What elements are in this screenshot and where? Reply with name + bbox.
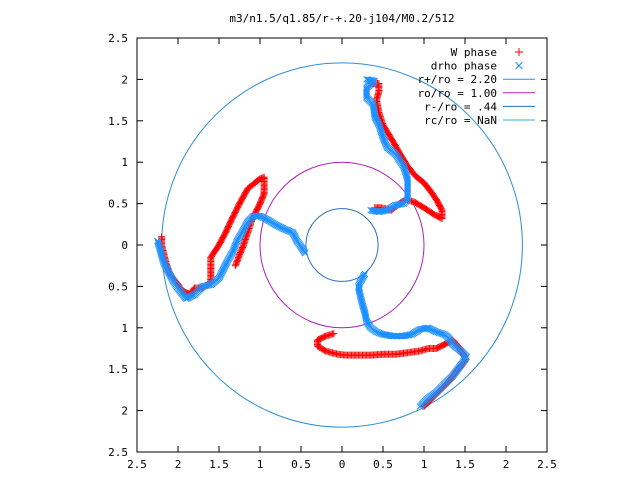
legend-label: W phase <box>451 46 497 59</box>
data-point <box>231 262 239 270</box>
data-point <box>372 207 380 215</box>
y-tick-label: 0 <box>121 239 128 252</box>
data-point <box>423 324 431 332</box>
x-tick-label: 1.5 <box>209 458 229 471</box>
series-w-phase <box>158 80 469 410</box>
data-point <box>363 76 370 83</box>
data-point <box>330 330 338 338</box>
x-tick-label: 2 <box>503 458 510 471</box>
data-point <box>382 207 390 214</box>
data-point <box>406 331 414 339</box>
legend-label: ro/ro = 1.00 <box>418 87 497 100</box>
data-point <box>381 207 388 215</box>
y-tick-label: 2.5 <box>108 32 128 45</box>
x-tick-label: 1 <box>257 458 264 471</box>
x-tick-label: 0.5 <box>291 458 311 471</box>
reference-circle <box>259 161 425 329</box>
data-point <box>301 249 309 257</box>
data-point <box>232 260 240 268</box>
data-point <box>204 281 212 289</box>
x-tick-label: 0 <box>339 458 346 471</box>
y-tick-label: 0.5 <box>108 198 128 211</box>
data-point <box>422 324 429 332</box>
x-tick-label: 2 <box>175 458 182 471</box>
y-tick-label: 1.5 <box>108 115 128 128</box>
legend-label: drho phase <box>431 60 497 73</box>
x-tick-label: 0.5 <box>373 458 393 471</box>
series-drho-phase <box>154 76 470 410</box>
data-point <box>420 325 428 332</box>
data-point <box>419 325 426 333</box>
data-point <box>374 208 381 215</box>
data-point <box>424 324 432 332</box>
y-tick-label: 2 <box>121 405 128 418</box>
series-layer <box>154 76 470 410</box>
data-point <box>379 207 387 215</box>
data-point <box>404 193 411 201</box>
data-point <box>397 200 405 208</box>
legend-label: r-/ro = .44 <box>424 100 497 113</box>
data-point <box>199 283 206 290</box>
y-tick-label: 0.5 <box>108 280 128 293</box>
y-tick-label: 1.5 <box>108 363 128 376</box>
x-tick-label: 2.5 <box>127 458 147 471</box>
data-point <box>368 207 376 214</box>
data-point <box>203 282 211 289</box>
x-tick-label: 1.5 <box>455 458 475 471</box>
legend-symbol <box>515 48 523 56</box>
data-point <box>398 200 406 208</box>
data-point <box>375 208 383 216</box>
legend-symbol <box>515 61 523 70</box>
y-tick-label: 2 <box>121 73 128 86</box>
data-point <box>400 200 407 207</box>
data-point <box>408 331 416 338</box>
data-point <box>405 331 413 339</box>
data-point <box>363 91 370 99</box>
data-point <box>404 331 411 339</box>
data-point <box>255 212 263 220</box>
chart-title: m3/n1.5/q1.85/r-+.20-j104/M0.2/512 <box>229 12 454 25</box>
data-point <box>371 110 378 118</box>
x-tick-label: 1 <box>421 458 428 471</box>
y-tick-label: 1 <box>121 322 128 335</box>
reference-circle <box>305 208 379 282</box>
data-point <box>396 201 403 208</box>
data-point <box>383 206 391 214</box>
data-point <box>361 270 369 278</box>
data-point <box>371 207 379 215</box>
data-point <box>370 207 377 215</box>
data-point <box>394 201 402 209</box>
axis-ticks: 2.5 2 1.5 1 0.5 0 0.5 1 1.5 2 2.52.521.510.500.511… <box>108 32 557 471</box>
x-tick-label: 2.5 <box>537 458 557 471</box>
data-point <box>367 206 375 214</box>
data-point <box>201 282 209 290</box>
y-tick-label: 1 <box>121 156 128 169</box>
legend-label: r+/ro = 2.20 <box>418 73 497 86</box>
data-point <box>200 282 208 290</box>
y-tick-label: 2.5 <box>108 446 128 459</box>
data-point <box>382 331 390 339</box>
legend-label: rc/ro = NaN <box>424 114 497 127</box>
